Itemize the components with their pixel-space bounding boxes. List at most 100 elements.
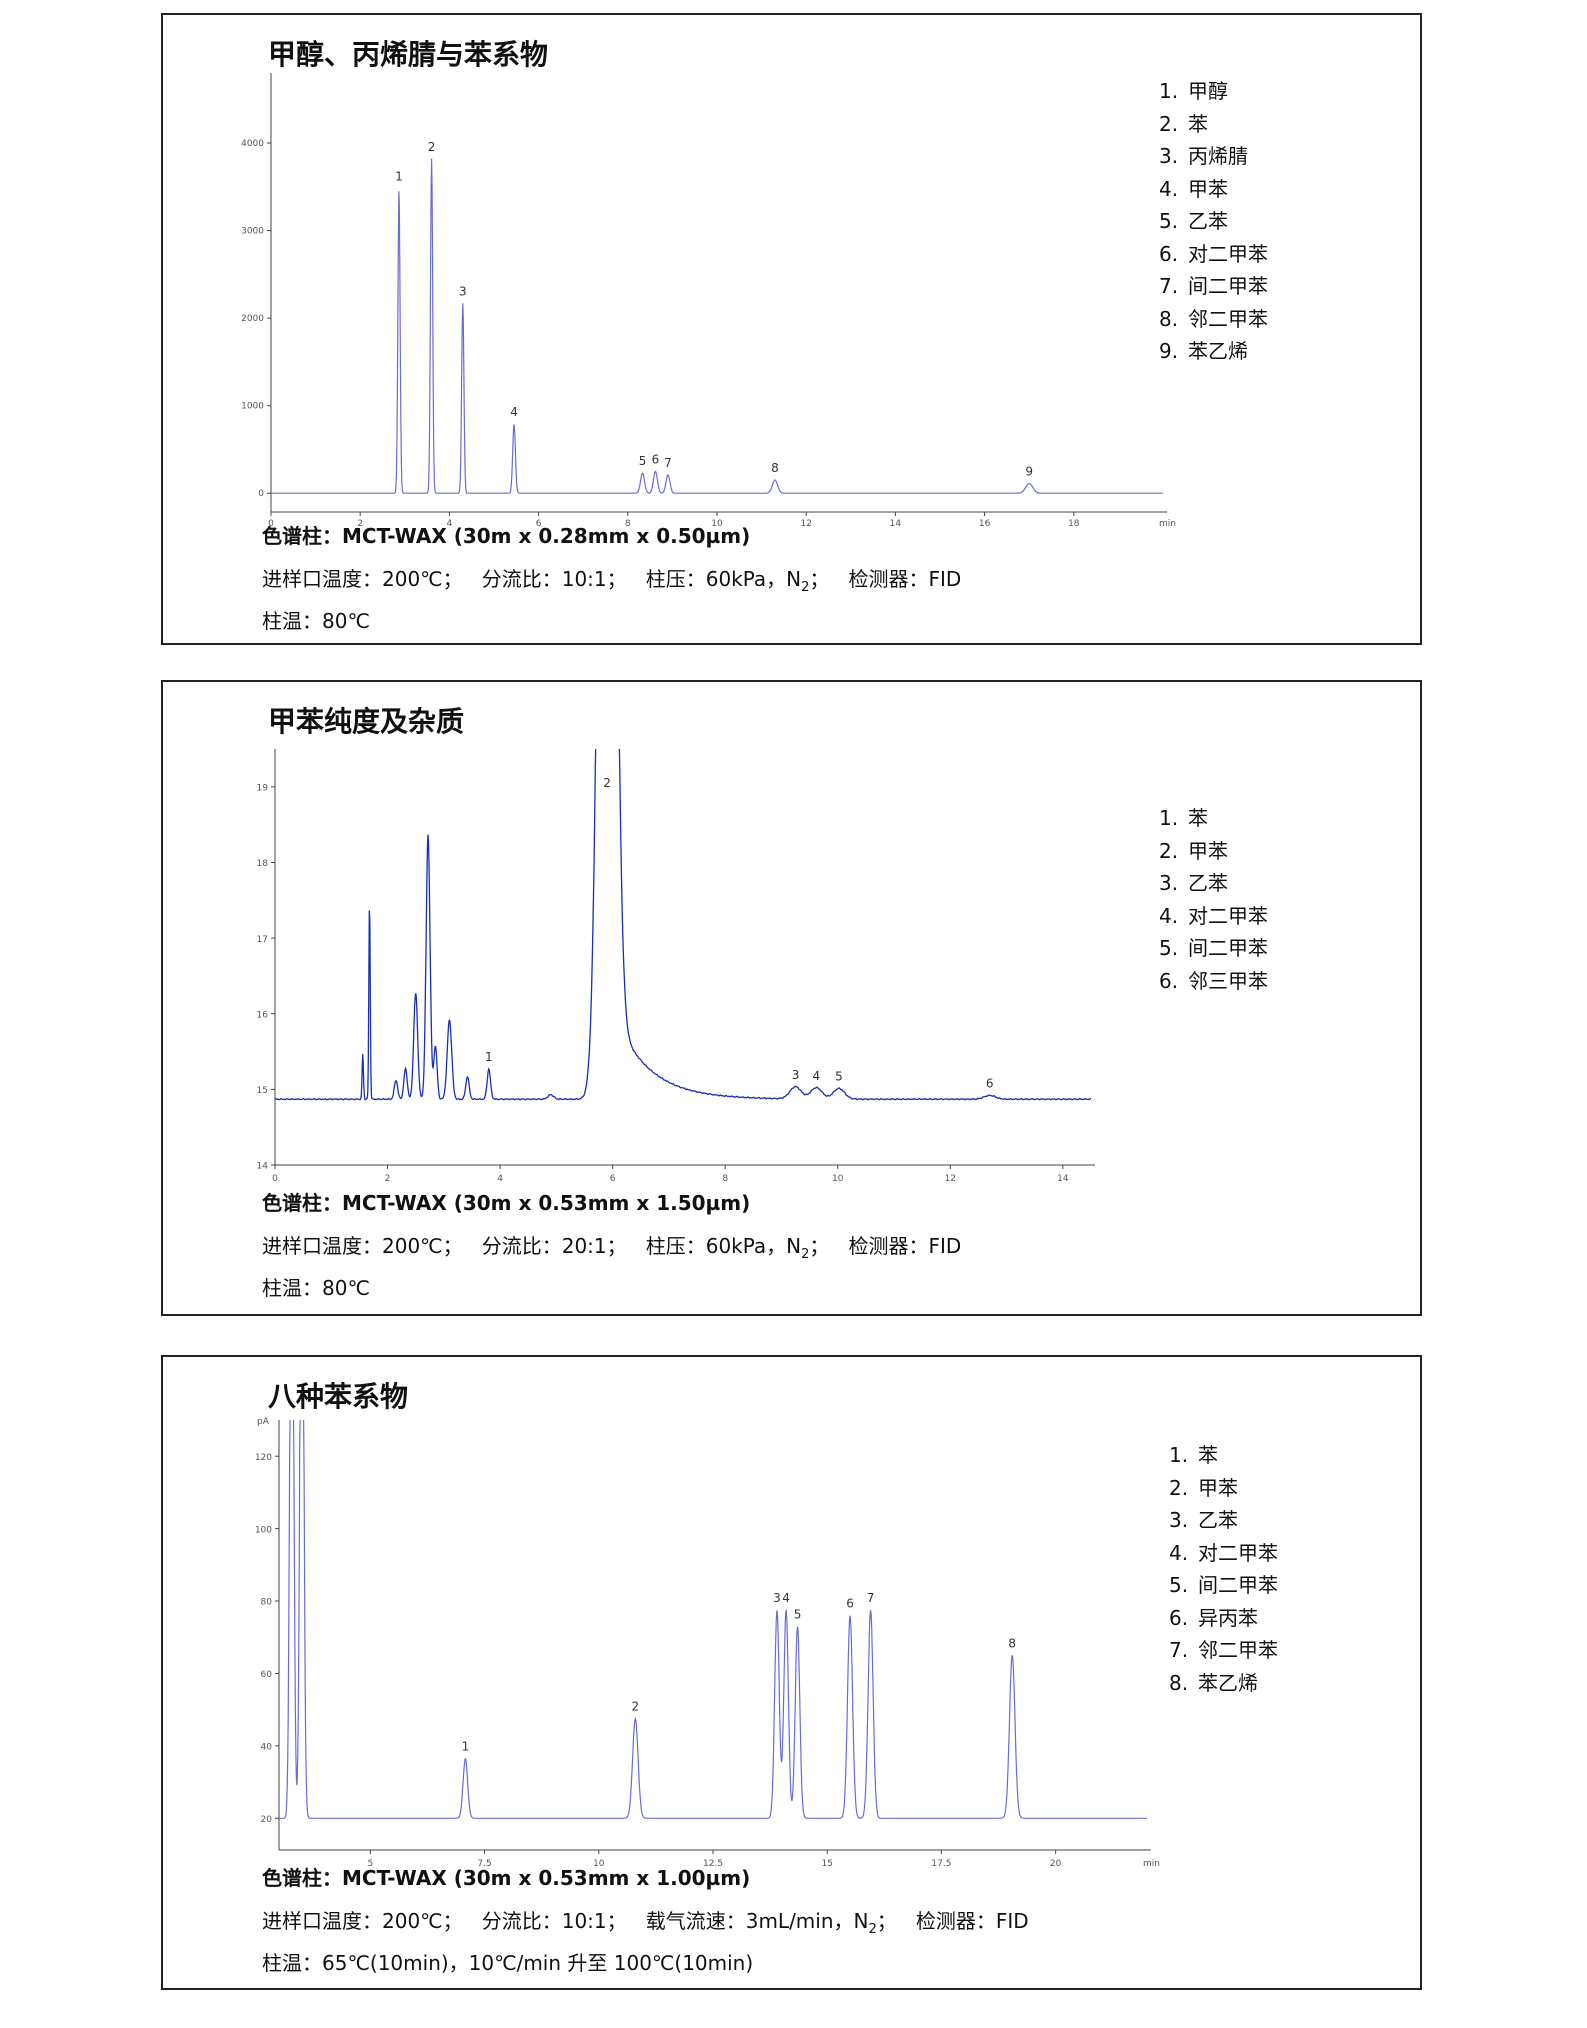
y-tick-label: 120: [255, 1453, 272, 1463]
legend-item: 2. 苯: [1159, 111, 1208, 136]
peak-label: 5: [639, 454, 647, 468]
chromatogram-trace: [271, 158, 1163, 494]
peak-label: 7: [867, 1591, 875, 1605]
y-tick-label: 20: [261, 1815, 273, 1825]
peak-label: 3: [459, 284, 467, 298]
peak-label: 9: [1025, 465, 1033, 479]
peak-legend: 1. 甲醇 2. 苯 3. 丙烯腈 4. 甲苯 5. 乙苯 6. 对二甲苯 7. 间二甲苯 8…: [1159, 75, 1268, 368]
column-spec: 色谱柱：MCT-WAX (30m x 0.53mm x 1.50µm): [262, 1191, 751, 1215]
legend-item: 2. 甲苯: [1169, 1475, 1238, 1500]
y-tick-label: 16: [257, 1010, 269, 1020]
column-spec: 色谱柱：MCT-WAX (30m x 0.28mm x 0.50µm): [262, 524, 751, 548]
x-tick-label: 10: [711, 519, 723, 529]
chromatogram-panel-3: 5 7.5 10 12.5 15 17.5 20 min 20 40 60 80 100 120 pA 1 2 3…: [161, 1355, 1422, 1990]
x-axis-unit: min: [1143, 1859, 1160, 1869]
chromatogram-trace: [279, 1420, 1147, 1819]
y-tick-label: 60: [261, 1670, 273, 1680]
x-tick-label: 7.5: [477, 1859, 491, 1869]
x-tick-label: 10: [593, 1859, 605, 1869]
legend-item: 5. 间二甲苯: [1169, 1573, 1278, 1597]
chromatogram-chart-1: 0 2 4 6 8 10 12 14 16 18 min0100020003000400012345…: [241, 73, 1176, 529]
legend-item: 8. 邻二甲苯: [1159, 306, 1268, 331]
y-tick-label: 18: [257, 859, 269, 869]
peak-legend: 1. 苯 2. 甲苯 3. 乙苯 4. 对二甲苯 5. 间二甲苯 6. 邻三甲苯: [1159, 802, 1268, 997]
legend-item: 1. 苯: [1159, 806, 1208, 830]
y-tick-label: 14: [257, 1162, 269, 1172]
peak-label: 6: [652, 452, 660, 466]
peak-label: 7: [664, 456, 672, 470]
peak-label: 1: [395, 170, 403, 184]
x-tick-label: 10: [832, 1174, 844, 1184]
legend-item: 4. 甲苯: [1159, 176, 1228, 201]
y-tick-label: 15: [257, 1086, 268, 1096]
legend-item: 1. 苯: [1169, 1443, 1218, 1467]
peak-label: 4: [813, 1069, 821, 1083]
x-tick-label: 20: [1050, 1859, 1062, 1869]
legend-item: 3. 乙苯: [1159, 871, 1228, 895]
x-tick-label: 12.5: [703, 1859, 723, 1869]
peak-label: 6: [846, 1597, 854, 1611]
chromatogram-trace: [275, 749, 1092, 1101]
peak-label: 4: [510, 405, 518, 419]
x-tick-label: 0: [268, 519, 274, 529]
x-tick-label: 6: [610, 1174, 616, 1184]
conditions-line: 进样口温度：200℃； 分流比：20:1； 柱压：60kPa，N2； 检测器：F…: [262, 1234, 962, 1262]
x-tick-label: 17.5: [931, 1859, 951, 1869]
x-tick-label: 2: [385, 1174, 391, 1184]
peak-label: 2: [632, 1700, 640, 1714]
peak-label: 2: [428, 140, 436, 154]
x-tick-label: 14: [890, 519, 902, 529]
legend-item: 6. 异丙苯: [1169, 1605, 1258, 1630]
oven-temperature: 柱温：80℃: [262, 1276, 370, 1300]
oven-temperature: 柱温：80℃: [262, 609, 370, 633]
panel-title: 甲苯纯度及杂质: [268, 705, 465, 738]
legend-item: 5. 乙苯: [1159, 209, 1228, 233]
legend-item: 7. 间二甲苯: [1159, 274, 1268, 298]
peak-label: 5: [835, 1070, 843, 1084]
legend-item: 9. 苯乙烯: [1159, 339, 1248, 363]
peak-label: 8: [1008, 1636, 1016, 1650]
peak-label: 4: [782, 1591, 790, 1605]
legend-item: 6. 对二甲苯: [1159, 241, 1268, 266]
y-tick-label: 17: [257, 935, 268, 945]
x-tick-label: 8: [625, 519, 631, 529]
y-tick-label: 1000: [241, 402, 264, 412]
y-tick-label: 100: [255, 1525, 272, 1535]
panel-title: 甲醇、丙烯腈与苯系物: [268, 38, 549, 71]
peak-label: 1: [462, 1740, 470, 1754]
peak-label: 6: [986, 1076, 994, 1090]
peak-label: 1: [485, 1050, 493, 1064]
legend-item: 3. 乙苯: [1169, 1508, 1238, 1532]
legend-item: 4. 对二甲苯: [1169, 1540, 1278, 1565]
legend-item: 3. 丙烯腈: [1159, 144, 1248, 168]
peak-legend: 1. 苯 2. 甲苯 3. 乙苯 4. 对二甲苯 5. 间二甲苯 6. 异丙苯 7. 邻二甲苯…: [1169, 1439, 1278, 1699]
chromatogram-chart-3: 5 7.5 10 12.5 15 17.5 20 min 20 40 60 80 100 120 pA 1 2 3…: [255, 1417, 1160, 1869]
panel-title: 八种苯系物: [268, 1380, 409, 1413]
x-tick-label: 12: [800, 519, 811, 529]
legend-item: 8. 苯乙烯: [1169, 1670, 1258, 1695]
legend-item: 5. 间二甲苯: [1159, 936, 1268, 960]
legend-item: 6. 邻三甲苯: [1159, 968, 1268, 993]
y-tick-label: 4000: [241, 139, 264, 149]
chromatogram-panel-2: 0 2 4 6 8 10 12 14 14 15 16 17 18 19 1 2 3 4 5 6 甲苯纯度及杂质 1.…: [161, 680, 1422, 1316]
x-tick-label: 18: [1068, 519, 1080, 529]
y-axis-unit: pA: [257, 1417, 270, 1427]
x-tick-label: 4: [447, 519, 453, 529]
legend-item: 1. 甲醇: [1159, 79, 1228, 103]
oven-temperature: 柱温：65℃(10min)，10℃/min 升至 100℃(10min): [262, 1951, 754, 1975]
conditions-line: 进样口温度：200℃； 分流比：10:1； 载气流速：3mL/min，N2； 检…: [262, 1909, 1029, 1937]
peak-label: 2: [603, 776, 611, 790]
x-tick-label: 2: [357, 519, 363, 529]
x-tick-label: 6: [536, 519, 542, 529]
peak-label: 3: [773, 1591, 781, 1605]
y-tick-label: 0: [258, 489, 264, 499]
y-tick-label: 19: [257, 783, 269, 793]
y-tick-label: 80: [261, 1598, 273, 1608]
peak-label: 8: [771, 461, 779, 475]
conditions-line: 进样口温度：200℃； 分流比：10:1； 柱压：60kPa，N2； 检测器：F…: [262, 567, 962, 595]
y-tick-label: 40: [261, 1743, 273, 1753]
legend-item: 2. 甲苯: [1159, 838, 1228, 863]
x-tick-label: 8: [722, 1174, 728, 1184]
x-tick-label: 14: [1057, 1174, 1069, 1184]
